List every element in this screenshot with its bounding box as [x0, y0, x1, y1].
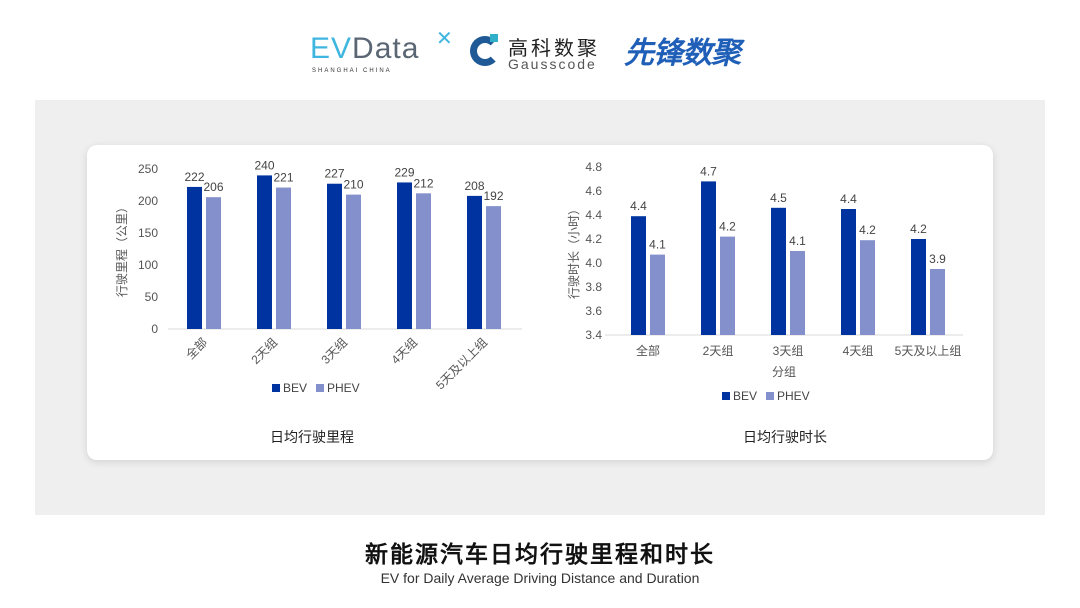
page-title: 新能源汽车日均行驶里程和时长: [365, 541, 715, 567]
y-tick-label: 4.6: [585, 184, 602, 198]
y-tick-label: 100: [138, 258, 158, 272]
data-label: 4.4: [840, 192, 857, 206]
data-label: 212: [413, 176, 433, 190]
chart-title: 日均行驶里程: [270, 429, 354, 445]
evdata-logo: EVData ✕ SHANGHAI CHINA: [310, 28, 454, 74]
x-mark-icon: ✕: [436, 28, 454, 50]
legend-label: BEV: [733, 389, 757, 403]
bar-bev: [327, 183, 342, 329]
chart-title: 日均行驶时长: [743, 429, 827, 445]
y-tick-label: 4.4: [585, 208, 602, 222]
bar-phev: [486, 206, 501, 329]
bar-bev: [397, 182, 412, 329]
bar-phev: [206, 197, 221, 329]
y-tick-label: 4.8: [585, 160, 602, 174]
x-axis-label: 分组: [772, 365, 796, 379]
x-tick-label: 3天组: [773, 344, 804, 358]
y-tick-label: 4.0: [585, 256, 602, 270]
gausscode-mark-icon: [470, 36, 500, 66]
y-tick-label: 200: [138, 194, 158, 208]
data-label: 221: [273, 171, 293, 185]
bar-bev: [257, 175, 272, 329]
legend-swatch-phev: [766, 392, 774, 400]
x-tick-label: 全部: [636, 343, 660, 358]
xianfeng-logo: 先锋数聚: [624, 37, 741, 70]
x-tick-label: 5天及以上组: [433, 335, 490, 392]
data-label: 4.7: [700, 164, 717, 178]
y-tick-label: 150: [138, 226, 158, 240]
data-label: 222: [184, 170, 204, 184]
bar-bev: [701, 181, 716, 335]
legend-swatch-bev: [722, 392, 730, 400]
y-tick-label: 250: [138, 162, 158, 176]
data-label: 229: [394, 165, 414, 179]
data-label: 4.4: [630, 199, 647, 213]
y-tick-label: 50: [145, 290, 159, 304]
y-tick-label: 0: [151, 322, 158, 336]
bar-bev: [467, 195, 482, 329]
y-axis-label: 行驶时长（小时）: [566, 203, 581, 299]
y-tick-label: 3.6: [585, 304, 602, 318]
x-tick-label: 5天及以上组: [895, 344, 962, 358]
data-label: 210: [343, 178, 363, 192]
page-subtitle: EV for Daily Average Driving Distance an…: [380, 570, 700, 586]
x-tick-label: 4天组: [843, 344, 874, 358]
bar-bev: [771, 207, 786, 335]
data-label: 4.1: [789, 234, 806, 248]
legend-swatch-bev: [272, 384, 280, 392]
legend-swatch-phev: [316, 384, 324, 392]
bar-phev: [346, 194, 361, 329]
data-label: 4.2: [910, 222, 927, 236]
data-label: 240: [254, 158, 274, 172]
bar-phev: [860, 240, 875, 335]
y-tick-label: 3.8: [585, 280, 602, 294]
y-tick-label: 4.2: [585, 232, 602, 246]
y-tick-label: 3.4: [585, 328, 602, 342]
bar-bev: [187, 186, 202, 329]
legend-label: PHEV: [777, 389, 810, 403]
bar-phev: [720, 236, 735, 335]
bar-bev: [911, 239, 926, 335]
data-label: 4.5: [770, 191, 787, 205]
y-axis-label: 行驶里程（公里）: [114, 201, 129, 297]
bar-phev: [650, 254, 665, 335]
bar-phev: [276, 187, 291, 329]
x-tick-label: 全部: [183, 335, 211, 363]
data-label: 208: [464, 179, 484, 193]
x-tick-label: 3天组: [319, 335, 351, 367]
data-label: 4.2: [719, 220, 736, 234]
data-label: 227: [324, 167, 344, 181]
data-label: 192: [483, 189, 503, 203]
bar-bev: [631, 216, 646, 335]
data-label: 206: [203, 180, 223, 194]
bar-phev: [930, 269, 945, 335]
x-tick-label: 2天组: [703, 344, 734, 358]
bar-phev: [790, 251, 805, 335]
data-label: 4.2: [859, 223, 876, 237]
logo-bar: EVData ✕ SHANGHAI CHINA 高科数聚 Gausscode 先锋数…: [310, 28, 741, 74]
data-label: 4.1: [649, 238, 666, 252]
x-tick-label: 2天组: [249, 335, 281, 367]
bar-bev: [841, 209, 856, 335]
legend-label: PHEV: [327, 381, 360, 395]
data-label: 3.9: [929, 252, 946, 266]
legend-label: BEV: [283, 381, 307, 395]
bar-phev: [416, 193, 431, 329]
x-tick-label: 4天组: [389, 335, 421, 367]
